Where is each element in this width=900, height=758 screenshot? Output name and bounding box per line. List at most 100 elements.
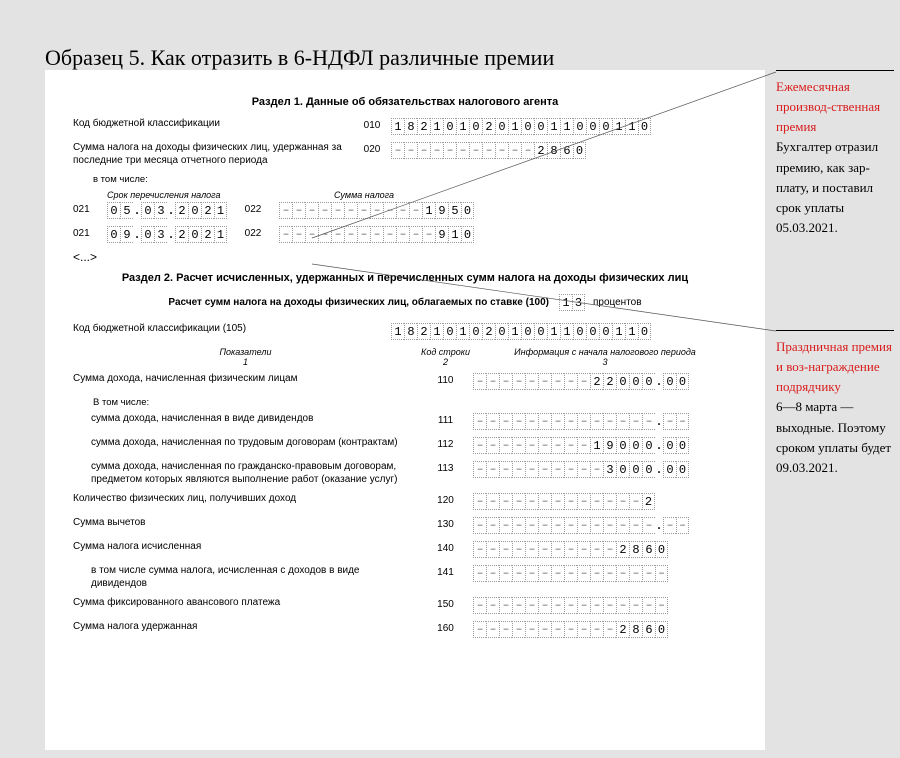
- cell: [486, 541, 499, 558]
- cell: 0: [495, 323, 508, 340]
- row-020-code: 020: [353, 142, 391, 155]
- rate-cells: 13: [559, 294, 585, 311]
- cell: 0: [663, 461, 676, 478]
- row-cells: .: [473, 413, 689, 430]
- cell: 2: [175, 202, 188, 219]
- cell: [486, 517, 499, 534]
- col-headers: Показатели1 Код строки2 Информация с нач…: [73, 347, 737, 367]
- cell: 0: [443, 323, 456, 340]
- cell: [564, 413, 577, 430]
- cell: [279, 202, 292, 219]
- cell: [564, 621, 577, 638]
- cell: [577, 565, 590, 582]
- cell: [642, 517, 655, 534]
- cell: 6: [560, 142, 573, 159]
- row-010: Код бюджетной классификации 010 18210102…: [73, 118, 737, 135]
- cell: [473, 413, 486, 430]
- cell: 0: [461, 202, 474, 219]
- cell: [525, 413, 538, 430]
- row-label: сумма дохода, начисленная по трудовым до…: [73, 437, 418, 450]
- row-code: 110: [418, 373, 473, 386]
- cell: 0: [573, 118, 586, 135]
- cell: [318, 202, 331, 219]
- cell: [422, 226, 435, 243]
- cell: 0: [141, 226, 154, 243]
- cell: 6: [642, 621, 655, 638]
- dot: .: [655, 373, 663, 390]
- row-label: в том числе сумма налога, исчисленная с …: [73, 565, 418, 590]
- cell: [616, 597, 629, 614]
- page-title: Образец 5. Как отразить в 6-НДФЛ различн…: [45, 45, 554, 71]
- cell: [551, 517, 564, 534]
- cell: 0: [534, 323, 547, 340]
- cell: 0: [629, 461, 642, 478]
- cell: 1: [391, 118, 404, 135]
- cell: [551, 437, 564, 454]
- cell: [525, 437, 538, 454]
- cell: [590, 597, 603, 614]
- row-code: 160: [418, 621, 473, 634]
- cell: [499, 517, 512, 534]
- row-label: Сумма дохода, начисленная физическим лиц…: [73, 373, 418, 386]
- cell: 1: [547, 323, 560, 340]
- row-label: Сумма вычетов: [73, 517, 418, 530]
- cell: 0: [616, 437, 629, 454]
- cell: [538, 461, 551, 478]
- s1-line1-c022: 022: [227, 202, 279, 215]
- cell: [486, 373, 499, 390]
- cell: [499, 373, 512, 390]
- row-020-subnote: в том числе:: [93, 174, 737, 185]
- cell: 1: [391, 323, 404, 340]
- callout-1: Ежемесячная производ-ственная премия Бух…: [776, 70, 894, 238]
- cell: [551, 373, 564, 390]
- cell: 1: [430, 323, 443, 340]
- row-105: Код бюджетной классификации (105) 182101…: [73, 323, 737, 340]
- row-label: Сумма налога удержанная: [73, 621, 418, 634]
- cell: 0: [573, 323, 586, 340]
- s1-date-head: Срок перечисления налога: [107, 190, 282, 200]
- cell: [305, 202, 318, 219]
- row-cells: [473, 597, 668, 614]
- section1-title: Раздел 1. Данные об обязательствах налог…: [73, 96, 737, 108]
- cell: [499, 597, 512, 614]
- cell: [564, 437, 577, 454]
- cell: [577, 541, 590, 558]
- section2-row-111: сумма дохода, начисленная в виде дивиден…: [73, 413, 737, 430]
- row-cells: [473, 565, 668, 582]
- cell: 8: [629, 621, 642, 638]
- s1-sum-head: Сумма налога: [334, 190, 394, 200]
- cell: [616, 565, 629, 582]
- section2-row-113: сумма дохода, начисленная по гражданско-…: [73, 461, 737, 486]
- cell: 8: [404, 118, 417, 135]
- row-cells: 2860: [473, 541, 668, 558]
- cell: 2: [616, 621, 629, 638]
- cell: 3: [572, 294, 585, 311]
- cell: [525, 621, 538, 638]
- s1-line1-date: 05.03.2021: [107, 202, 227, 219]
- cell: 2: [482, 323, 495, 340]
- cell: 0: [495, 118, 508, 135]
- cell: 2: [534, 142, 547, 159]
- cell: [344, 226, 357, 243]
- cell: [564, 541, 577, 558]
- cell: 0: [107, 226, 120, 243]
- cell: [331, 226, 344, 243]
- cell: [577, 597, 590, 614]
- row-code: 140: [418, 541, 473, 554]
- cell: [443, 142, 456, 159]
- cell: [629, 413, 642, 430]
- cell: 0: [642, 373, 655, 390]
- cell: 1: [508, 323, 521, 340]
- cell: [512, 493, 525, 510]
- cell: [525, 493, 538, 510]
- cell: [404, 142, 417, 159]
- cell: [417, 142, 430, 159]
- cell: 9: [603, 437, 616, 454]
- cell: 0: [642, 437, 655, 454]
- cell: [495, 142, 508, 159]
- rate-label: Расчет сумм налога на доходы физических …: [168, 297, 549, 308]
- cell: 3: [154, 226, 167, 243]
- cell: [538, 597, 551, 614]
- cell: [629, 493, 642, 510]
- cell: [551, 413, 564, 430]
